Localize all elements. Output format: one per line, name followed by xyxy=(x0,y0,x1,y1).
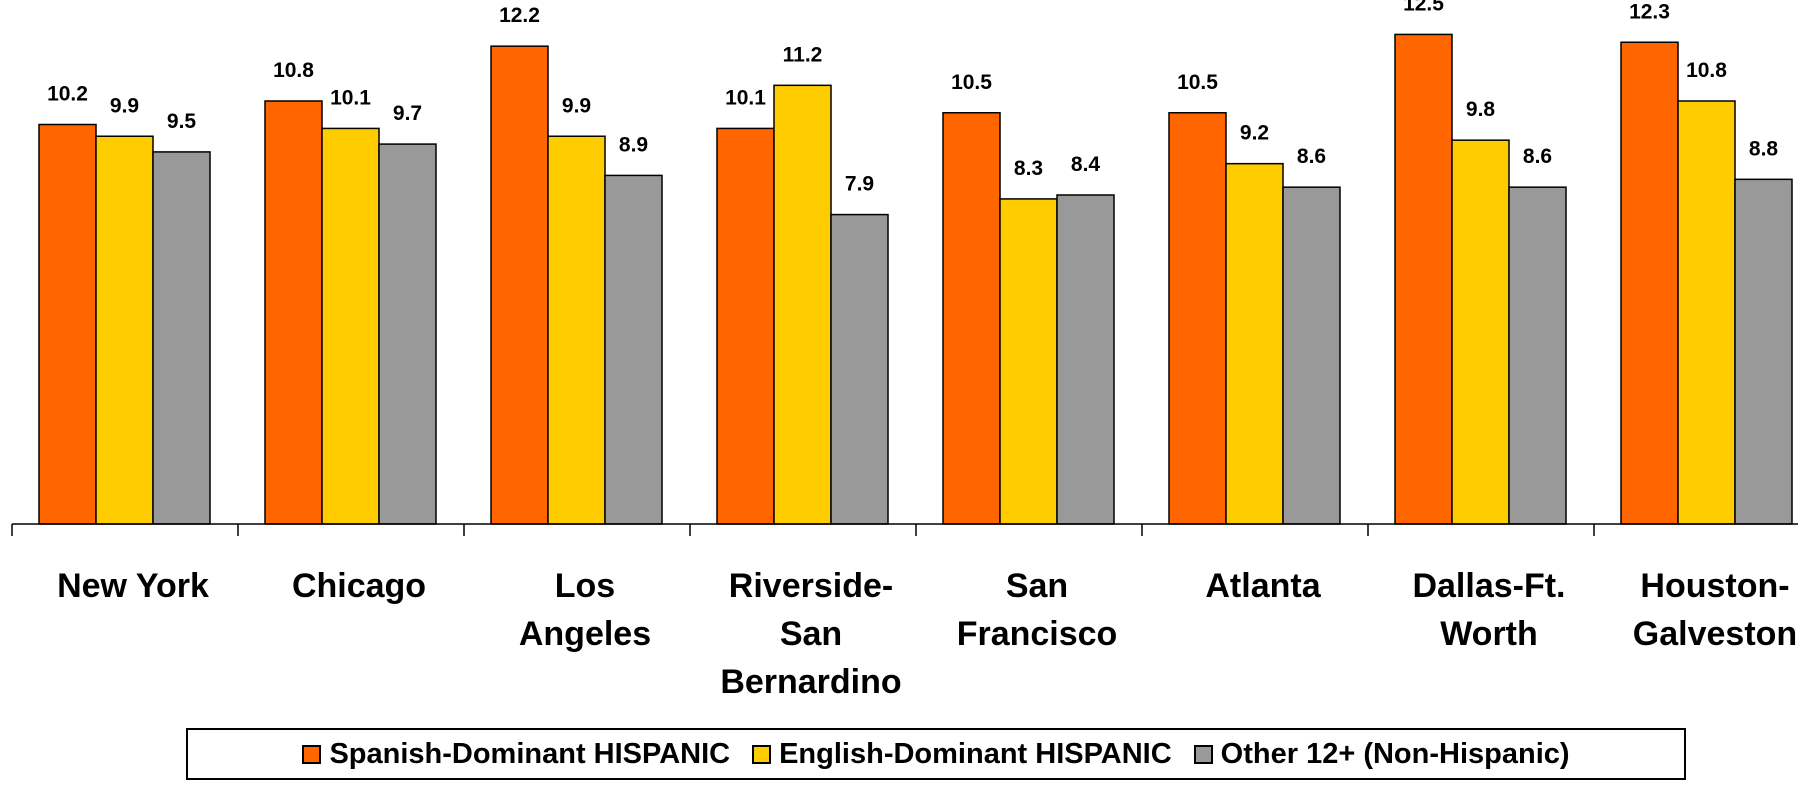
data-label-los-angeles-english-dominant-hispanic: 9.9 xyxy=(562,94,591,117)
data-label-riverside-san-bernardino-spanish-dominant-hispanic: 10.1 xyxy=(725,86,766,109)
category-label-houston-galveston: Galveston xyxy=(1633,615,1797,653)
bar-atlanta-spanish-dominant-hispanic xyxy=(1168,112,1227,525)
data-label-new-york-spanish-dominant-hispanic: 10.2 xyxy=(47,83,88,106)
bar-san-francisco-other-12-non-hispanic xyxy=(1056,194,1115,525)
data-label-san-francisco-spanish-dominant-hispanic: 10.5 xyxy=(951,71,992,94)
bar-chicago-english-dominant-hispanic xyxy=(321,127,380,525)
bar-los-angeles-other-12-non-hispanic xyxy=(604,174,663,525)
bars-layer xyxy=(38,33,1793,525)
bar-los-angeles-spanish-dominant-hispanic xyxy=(490,45,549,525)
category-label-atlanta: Atlanta xyxy=(1205,567,1321,605)
bar-san-francisco-spanish-dominant-hispanic xyxy=(942,112,1001,525)
bar-riverside-san-bernardino-spanish-dominant-hispanic xyxy=(716,127,775,525)
data-label-chicago-other-12-non-hispanic: 9.7 xyxy=(393,102,422,125)
data-label-san-francisco-english-dominant-hispanic: 8.3 xyxy=(1014,157,1043,180)
bar-atlanta-english-dominant-hispanic xyxy=(1225,162,1284,525)
legend-item-english-dominant: English-Dominant HISPANIC xyxy=(752,738,1172,771)
category-label-riverside-san-bernardino: Bernardino xyxy=(720,663,901,701)
bar-chicago-spanish-dominant-hispanic xyxy=(264,100,323,525)
data-label-los-angeles-other-12-non-hispanic: 8.9 xyxy=(619,133,648,156)
legend-swatch-spanish-dominant xyxy=(302,744,322,764)
data-label-atlanta-other-12-non-hispanic: 8.6 xyxy=(1297,145,1326,168)
category-label-new-york: New York xyxy=(57,567,209,605)
data-label-dallas-ft-worth-spanish-dominant-hispanic: 12.5 xyxy=(1403,0,1444,15)
data-label-houston-galveston-english-dominant-hispanic: 10.8 xyxy=(1686,59,1727,82)
bar-houston-galveston-other-12-non-hispanic xyxy=(1734,178,1793,525)
bar-houston-galveston-spanish-dominant-hispanic xyxy=(1620,41,1679,525)
category-label-san-francisco: Francisco xyxy=(957,615,1118,653)
legend-label-english-dominant: English-Dominant HISPANIC xyxy=(779,737,1172,770)
data-label-new-york-other-12-non-hispanic: 9.5 xyxy=(167,110,197,133)
category-label-riverside-san-bernardino: San xyxy=(780,615,842,653)
data-label-riverside-san-bernardino-other-12-non-hispanic: 7.9 xyxy=(845,173,874,196)
bar-new-york-english-dominant-hispanic xyxy=(95,135,154,525)
category-labels-layer: New York Chicago Los Angeles Riverside- San Be… xyxy=(57,567,1797,701)
bar-dallas-ft-worth-other-12-non-hispanic xyxy=(1508,186,1567,525)
bar-dallas-ft-worth-spanish-dominant-hispanic xyxy=(1394,33,1453,525)
data-label-houston-galveston-other-12-non-hispanic: 8.8 xyxy=(1749,137,1779,160)
data-label-san-francisco-other-12-non-hispanic: 8.4 xyxy=(1071,153,1101,176)
bar-riverside-san-bernardino-english-dominant-hispanic xyxy=(773,84,832,525)
bar-los-angeles-english-dominant-hispanic xyxy=(547,135,606,525)
legend: Spanish-Dominant HISPANIC English-Domina… xyxy=(186,728,1686,780)
data-label-los-angeles-spanish-dominant-hispanic: 12.2 xyxy=(499,4,540,27)
data-label-houston-galveston-spanish-dominant-hispanic: 12.3 xyxy=(1629,0,1670,23)
category-label-dallas-ft-worth: Worth xyxy=(1440,615,1538,653)
data-label-atlanta-english-dominant-hispanic: 9.2 xyxy=(1240,122,1269,145)
category-label-los-angeles: Angeles xyxy=(519,615,651,653)
bar-new-york-other-12-non-hispanic xyxy=(152,151,211,525)
data-label-dallas-ft-worth-english-dominant-hispanic: 9.8 xyxy=(1466,98,1496,121)
data-label-riverside-san-bernardino-english-dominant-hispanic: 11.2 xyxy=(783,43,823,66)
data-label-chicago-spanish-dominant-hispanic: 10.8 xyxy=(273,59,314,82)
legend-label-other-non-hispanic: Other 12+ (Non-Hispanic) xyxy=(1220,737,1570,770)
bar-san-francisco-english-dominant-hispanic xyxy=(999,198,1058,525)
data-label-chicago-english-dominant-hispanic: 10.1 xyxy=(330,86,371,109)
legend-swatch-english-dominant xyxy=(752,744,772,764)
category-label-los-angeles: Los xyxy=(555,567,615,605)
bar-atlanta-other-12-non-hispanic xyxy=(1282,186,1341,525)
category-label-houston-galveston: Houston- xyxy=(1640,567,1789,605)
legend-item-other-non-hispanic: Other 12+ (Non-Hispanic) xyxy=(1193,737,1570,771)
data-label-dallas-ft-worth-other-12-non-hispanic: 8.6 xyxy=(1523,145,1552,168)
data-label-atlanta-spanish-dominant-hispanic: 10.5 xyxy=(1177,71,1218,94)
bar-riverside-san-bernardino-other-12-non-hispanic xyxy=(830,213,889,525)
bar-chicago-other-12-non-hispanic xyxy=(378,143,437,525)
category-label-chicago: Chicago xyxy=(292,567,426,605)
data-label-new-york-english-dominant-hispanic: 9.9 xyxy=(110,94,139,117)
category-label-dallas-ft-worth: Dallas-Ft. xyxy=(1412,567,1565,605)
data-labels-layer: 10.2 9.9 9.5 10.8 10.1 9.7 12.2 9.9 8.9 10.1 11.2 7… xyxy=(47,0,1778,196)
category-label-riverside-san-bernardino: Riverside- xyxy=(729,567,893,605)
x-axis xyxy=(11,523,1798,536)
legend-item-spanish-dominant: Spanish-Dominant HISPANIC xyxy=(302,738,730,771)
legend-label-spanish-dominant: Spanish-Dominant HISPANIC xyxy=(329,737,731,770)
legend-swatch-other-non-hispanic xyxy=(1193,744,1213,764)
bar-houston-galveston-english-dominant-hispanic xyxy=(1677,100,1736,525)
bar-dallas-ft-worth-english-dominant-hispanic xyxy=(1451,139,1510,525)
category-label-san-francisco: San xyxy=(1006,567,1068,605)
bar-new-york-spanish-dominant-hispanic xyxy=(38,123,97,525)
